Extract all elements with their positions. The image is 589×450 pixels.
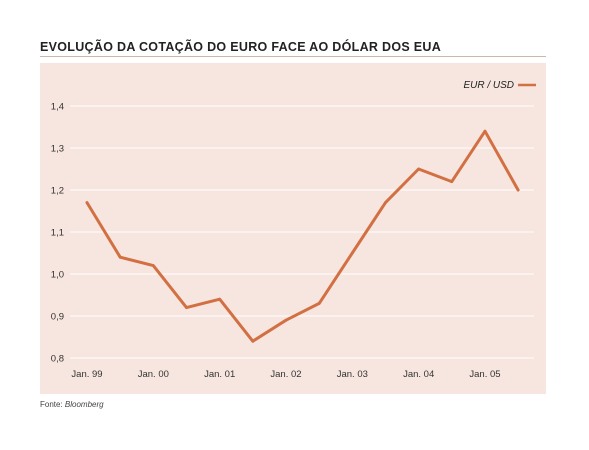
legend-label: EUR / USD: [463, 80, 514, 91]
data-point: [350, 251, 354, 255]
data-point: [284, 318, 288, 322]
title-divider: [40, 56, 546, 57]
x-tick-label: Jan. 00: [138, 369, 169, 380]
x-tick-label: Jan. 03: [337, 369, 368, 380]
source-note: Fonte: Bloomberg: [40, 400, 104, 409]
data-point: [251, 339, 255, 343]
x-tick-label: Jan. 99: [71, 369, 102, 380]
data-point: [384, 201, 387, 205]
x-tick-label: Jan. 05: [469, 369, 500, 380]
data-point: [85, 201, 89, 205]
y-axis-ticks: 1,4 1,3 1,2 1,1 1,0 0,9 0,8: [51, 102, 64, 365]
series-line: [85, 129, 520, 343]
y-tick-label: 0,9: [51, 312, 64, 323]
y-tick-label: 1,0: [51, 270, 64, 281]
data-point: [417, 167, 421, 171]
legend: EUR / USD: [463, 80, 536, 91]
y-tick-label: 1,2: [51, 186, 64, 197]
series-layer: [85, 129, 520, 343]
data-point: [151, 264, 155, 267]
y-tick-label: 1,4: [51, 102, 64, 113]
source-name: Bloomberg: [64, 400, 104, 409]
x-tick-label: Jan. 02: [270, 369, 301, 380]
data-point: [450, 180, 454, 184]
y-tick-label: 1,1: [51, 228, 64, 239]
grid-lines: [70, 105, 534, 359]
y-tick-label: 1,3: [51, 144, 64, 155]
source-label: Fonte:: [40, 400, 63, 409]
data-point: [483, 129, 487, 133]
x-axis-ticks: Jan. 99 Jan. 00 Jan. 01 Jan. 02 Jan. 03 Jan. …: [71, 369, 500, 380]
x-tick-label: Jan. 01: [204, 369, 235, 380]
chart-title: EVOLUÇÃO DA COTAÇÃO DO EURO FACE AO DÓLA…: [40, 40, 442, 54]
data-point: [185, 306, 188, 309]
data-point: [317, 302, 321, 305]
y-tick-label: 0,8: [51, 354, 64, 365]
data-point: [516, 188, 520, 192]
plot-background: [40, 63, 546, 394]
x-tick-label: Jan. 04: [403, 369, 434, 380]
data-point: [118, 255, 122, 259]
data-point: [218, 297, 222, 301]
